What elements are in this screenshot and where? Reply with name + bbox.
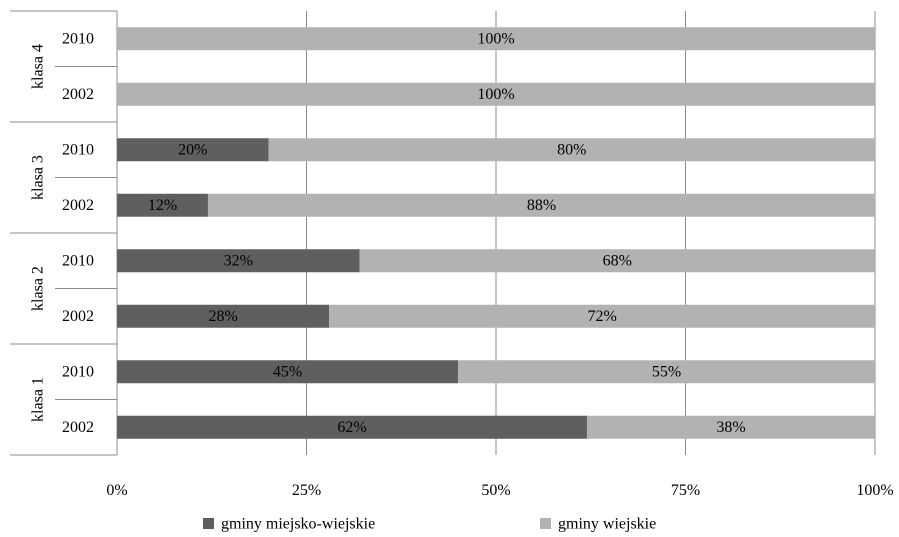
bar-segment <box>117 193 208 217</box>
category-axis: klasa 4 2010 2002 klasa 3 2010 2002 klasa 2 201… <box>10 10 118 456</box>
data-label: 88% <box>527 197 556 214</box>
bar-segment <box>117 415 587 439</box>
bar-segment <box>458 360 875 384</box>
bar-segment <box>117 82 875 106</box>
data-label: 20% <box>178 141 207 158</box>
data-label: 68% <box>603 252 632 269</box>
data-label: 32% <box>224 252 253 269</box>
data-label: 62% <box>337 419 366 436</box>
year-label: 2002 <box>62 308 94 325</box>
bar-segment <box>117 138 269 162</box>
group-label: klasa 1 <box>30 377 47 422</box>
bar-segment <box>117 249 360 273</box>
x-tick-label: 25% <box>292 482 321 499</box>
legend-label: gminy wiejskie <box>558 516 656 533</box>
year-label: 2002 <box>62 86 94 103</box>
gridlines <box>306 11 876 455</box>
data-label: 45% <box>273 363 302 380</box>
x-tick-label: 50% <box>481 482 510 499</box>
bar-segment <box>359 249 875 273</box>
x-tick-label: 100% <box>856 482 893 499</box>
bar-segment <box>117 304 330 328</box>
data-label: 72% <box>587 308 616 325</box>
year-label: 2010 <box>62 141 94 158</box>
bar-segment <box>268 138 876 162</box>
data-label: 38% <box>716 419 745 436</box>
data-label: 100% <box>477 30 514 47</box>
x-tick-label: 75% <box>671 482 700 499</box>
group-label: klasa 4 <box>30 44 47 89</box>
data-label: 12% <box>148 197 177 214</box>
bars <box>117 27 876 439</box>
data-label: 80% <box>557 141 586 158</box>
year-label: 2010 <box>62 252 94 269</box>
legend-swatch <box>540 518 551 529</box>
x-axis-ticks: 0% 25% 50% 75% 100% <box>106 482 893 499</box>
data-label: 55% <box>652 363 681 380</box>
bar-segment <box>207 193 875 217</box>
legend-swatch <box>203 518 214 529</box>
bar-segment <box>117 360 459 384</box>
bar-segment <box>117 27 875 51</box>
year-label: 2002 <box>62 419 94 436</box>
legend-label: gminy miejsko-wiejskie <box>221 516 375 533</box>
data-labels: 100% 100% 20% 80% 12% 88% 32% 68% 28% 72% 45% 55% 62… <box>148 30 746 436</box>
year-label: 2010 <box>62 363 94 380</box>
year-label: 2002 <box>62 197 94 214</box>
group-label: klasa 3 <box>30 155 47 200</box>
bar-segment <box>586 415 875 439</box>
data-label: 28% <box>208 308 237 325</box>
group-label: klasa 2 <box>30 266 47 311</box>
data-label: 100% <box>477 86 514 103</box>
x-tick-label: 0% <box>106 482 127 499</box>
year-label: 2010 <box>62 30 94 47</box>
bar-segment <box>329 304 875 328</box>
legend: gminy miejsko-wiejskie gminy wiejskie <box>203 516 656 533</box>
